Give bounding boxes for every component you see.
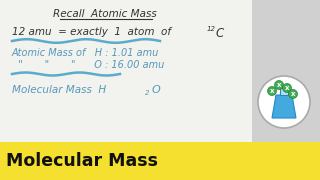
Text: x: x bbox=[270, 88, 274, 94]
Text: Molecular Mass  H: Molecular Mass H bbox=[12, 85, 106, 95]
Text: "       "       "      O : 16.00 amu: " " " O : 16.00 amu bbox=[12, 60, 164, 70]
Text: C: C bbox=[216, 26, 224, 39]
Circle shape bbox=[268, 87, 276, 96]
Circle shape bbox=[258, 76, 310, 128]
Polygon shape bbox=[280, 88, 288, 95]
Circle shape bbox=[275, 80, 284, 89]
Text: x: x bbox=[277, 82, 281, 88]
FancyBboxPatch shape bbox=[0, 0, 252, 142]
FancyBboxPatch shape bbox=[250, 0, 320, 142]
Circle shape bbox=[289, 89, 298, 98]
Text: O: O bbox=[152, 85, 161, 95]
Text: x: x bbox=[291, 91, 295, 97]
Text: Molecular Mass: Molecular Mass bbox=[6, 152, 158, 170]
Text: 2: 2 bbox=[145, 90, 149, 96]
Text: Recall  Atomic Mass: Recall Atomic Mass bbox=[53, 9, 157, 19]
Text: x: x bbox=[285, 85, 289, 91]
Text: Atomic Mass of   H : 1.01 amu: Atomic Mass of H : 1.01 amu bbox=[12, 48, 159, 58]
Circle shape bbox=[283, 84, 292, 93]
FancyBboxPatch shape bbox=[0, 142, 320, 180]
Polygon shape bbox=[272, 95, 296, 118]
Text: 12 amu  = exactly  1  atom  of: 12 amu = exactly 1 atom of bbox=[12, 27, 171, 37]
Text: 12: 12 bbox=[207, 26, 216, 32]
